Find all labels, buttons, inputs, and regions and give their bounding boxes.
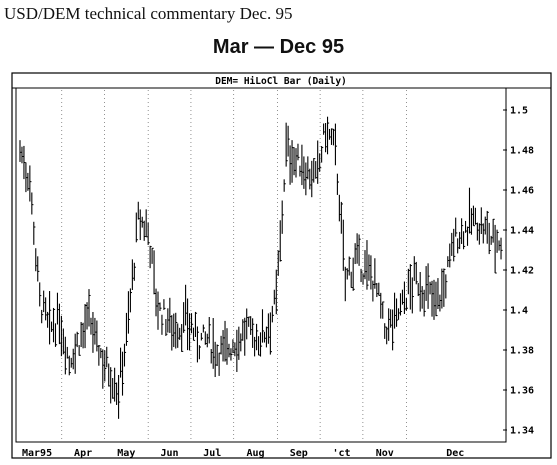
price-bars: [19, 116, 503, 419]
y-tick-label: 1.34: [510, 426, 534, 437]
x-tick-label: Apr: [74, 448, 92, 459]
x-tick-label: Jun: [161, 448, 179, 459]
y-axis-labels: 1.5 1.48 1.46 1.44 1.42 1.4 1.38 1.36 1.34: [503, 106, 534, 437]
x-tick-label: 'ct: [332, 448, 350, 459]
y-tick-label: 1.42: [510, 266, 534, 277]
y-tick-label: 1.4: [510, 306, 528, 317]
y-tick-label: 1.36: [510, 386, 534, 397]
chart-frame: [11, 72, 552, 459]
document-title: USD/DEM technical commentary Dec. 95: [4, 4, 293, 23]
y-tick-label: 1.44: [510, 226, 534, 237]
x-tick-label: Nov: [376, 448, 394, 459]
x-tick-label: Aug: [246, 448, 264, 459]
y-tick-label: 1.48: [510, 146, 534, 157]
y-tick-label: 1.46: [510, 186, 534, 197]
y-tick-label: 1.38: [510, 346, 534, 357]
y-tick-label: 1.5: [510, 106, 528, 117]
chart-heading: Mar — Dec 95: [212, 36, 345, 58]
x-tick-label: Mar95: [22, 448, 52, 459]
x-axis-labels: Mar95 Apr May Jun Jul Aug Sep 'ct Nov Dec: [22, 448, 464, 459]
chart-title: DEM= HiLoCl Bar (Daily): [215, 76, 347, 87]
x-tick-label: Dec: [446, 448, 464, 459]
x-tick-label: Sep: [290, 448, 308, 459]
x-tick-label: Jul: [203, 448, 221, 459]
x-tick-label: May: [117, 448, 135, 459]
